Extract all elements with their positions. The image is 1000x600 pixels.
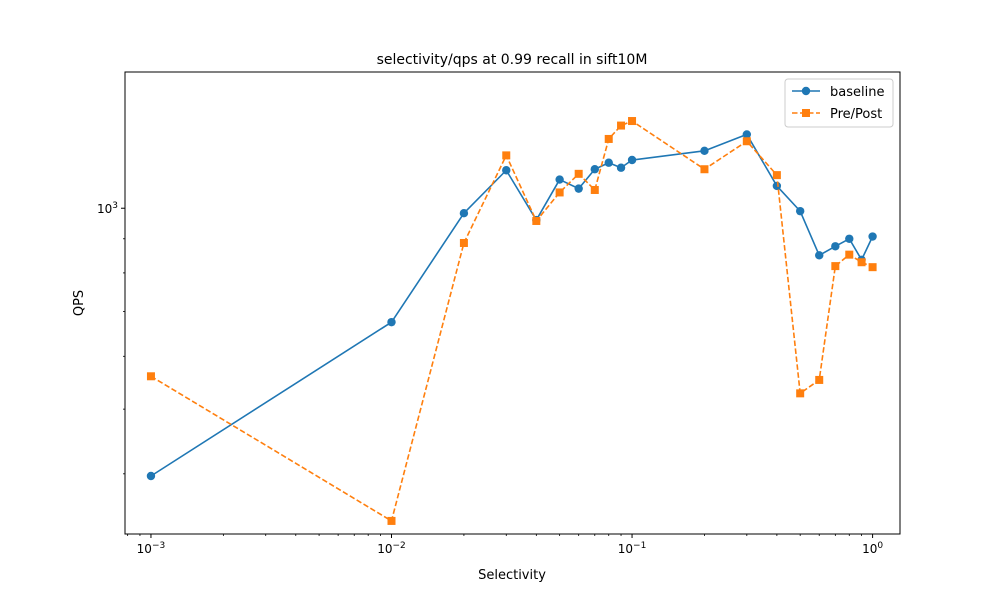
data-point-baseline — [574, 184, 583, 193]
data-point-pre-post — [617, 121, 626, 130]
x-tick-label: 100 — [862, 541, 883, 556]
data-point-pre-post — [459, 238, 468, 247]
y-axis-label: QPS — [72, 290, 87, 316]
data-point-pre-post — [146, 372, 155, 381]
data-point-pre-post — [628, 117, 637, 126]
legend-label-baseline: baseline — [830, 85, 884, 100]
x-tick-label: 10−3 — [137, 541, 166, 556]
data-point-pre-post — [845, 250, 854, 259]
data-point-baseline — [815, 251, 824, 260]
data-point-baseline — [555, 175, 564, 184]
y-tick-label: 103 — [97, 201, 118, 216]
data-point-pre-post — [857, 258, 866, 267]
plot-frame — [124, 71, 901, 535]
data-point-pre-post — [868, 263, 877, 272]
data-point-baseline — [387, 317, 396, 327]
x-axis-ticks: 10−3 10−2 10−1 100 — [127, 534, 883, 556]
data-point-pre-post — [555, 188, 564, 197]
data-point-baseline — [845, 234, 854, 243]
series-line-pre-post — [150, 120, 873, 522]
data-point-pre-post — [502, 151, 511, 160]
data-point-pre-post — [532, 216, 541, 225]
legend: baseline Pre/Post — [784, 78, 894, 128]
x-axis-label: Selectivity — [478, 568, 546, 583]
data-point-baseline — [502, 166, 511, 175]
data-point-pre-post — [796, 389, 805, 398]
legend-marker-baseline — [801, 86, 811, 96]
data-point-pre-post — [574, 169, 583, 178]
data-point-baseline — [459, 208, 469, 218]
legend-marker-prepost — [802, 109, 810, 117]
x-tick-label: 10−1 — [618, 541, 647, 556]
data-point-baseline — [868, 232, 877, 241]
data-point-baseline — [772, 181, 782, 191]
plot-series — [146, 117, 877, 525]
data-point-baseline — [146, 471, 156, 481]
legend-label-prepost: Pre/Post — [830, 107, 882, 122]
data-point-baseline — [831, 242, 840, 251]
data-point-baseline — [742, 130, 752, 139]
data-point-baseline — [795, 206, 805, 216]
data-point-pre-post — [772, 171, 781, 180]
data-point-pre-post — [387, 516, 396, 525]
data-point-pre-post — [742, 137, 751, 146]
data-point-baseline — [590, 165, 599, 174]
data-point-baseline — [604, 158, 613, 167]
data-point-baseline — [627, 155, 637, 165]
data-point-pre-post — [831, 262, 840, 271]
data-point-baseline — [700, 146, 709, 156]
y-axis-ticks: 103 — [97, 201, 125, 475]
data-point-pre-post — [815, 375, 824, 384]
x-tick-label: 10−2 — [377, 541, 406, 556]
data-point-pre-post — [604, 134, 613, 143]
data-point-pre-post — [700, 165, 709, 174]
data-point-baseline — [616, 163, 626, 172]
data-point-pre-post — [590, 185, 599, 194]
chart-title: selectivity/qps at 0.99 recall in sift10… — [377, 52, 648, 68]
